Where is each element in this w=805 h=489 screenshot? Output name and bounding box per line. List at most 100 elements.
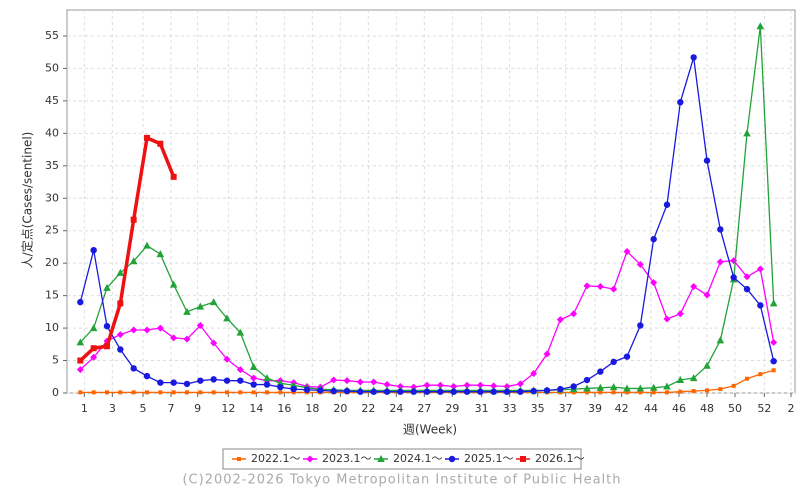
point (585, 390, 589, 395)
point (145, 390, 149, 395)
point (170, 334, 178, 342)
point (423, 388, 431, 395)
point (158, 390, 163, 395)
point (89, 324, 98, 332)
point (343, 387, 351, 395)
point (289, 381, 298, 389)
point (90, 345, 97, 352)
point (303, 386, 311, 393)
point (503, 388, 511, 395)
y-tick-label: 45 (45, 94, 59, 107)
point (490, 388, 497, 395)
point (650, 235, 657, 243)
point (251, 390, 256, 395)
point (196, 321, 204, 329)
x-tick-label: 16 (277, 402, 291, 415)
point (291, 390, 296, 395)
point (745, 376, 749, 381)
point (756, 22, 765, 30)
point (91, 390, 96, 395)
point (583, 376, 591, 384)
point (583, 282, 591, 290)
point (705, 388, 709, 393)
point (571, 390, 576, 395)
point (448, 455, 456, 463)
footer: (C)2002-2026 Tokyo Metropolitan Institut… (182, 473, 621, 488)
plot-area (66, 9, 796, 394)
x-tick-label: 33 (503, 402, 517, 415)
point (703, 157, 711, 164)
point (543, 387, 551, 394)
legend-label: 2025.1～ (464, 452, 514, 465)
point (463, 388, 471, 395)
point (530, 387, 537, 395)
point (130, 326, 138, 334)
y-tick-label: 30 (45, 191, 59, 204)
point (105, 390, 109, 395)
point (520, 456, 526, 462)
x-tick-label: 46 (672, 402, 686, 415)
point (117, 346, 124, 353)
x-tick-label: 42 (615, 402, 629, 415)
point (370, 378, 378, 386)
point (143, 372, 151, 380)
point (556, 316, 564, 324)
point (463, 381, 471, 389)
point (170, 379, 177, 386)
legend-label: 2024.1～ (393, 452, 443, 465)
point (636, 260, 644, 268)
point (277, 383, 284, 391)
x-tick-label: 3 (109, 402, 116, 415)
point (611, 390, 616, 395)
point (130, 216, 137, 223)
point (223, 377, 231, 384)
point (610, 285, 618, 293)
point (317, 387, 324, 394)
point (543, 350, 551, 358)
y-tick-label: 55 (45, 29, 59, 42)
x-tick-label: 29 (445, 402, 459, 415)
point (557, 385, 564, 393)
point (250, 374, 258, 382)
point (104, 343, 110, 350)
point (437, 388, 444, 395)
point (377, 455, 385, 462)
point (76, 366, 84, 374)
point (169, 280, 178, 288)
point (450, 388, 457, 395)
y-tick-label: 10 (45, 321, 59, 334)
x-tick-label: 27 (417, 402, 431, 415)
y-tick-label: 40 (45, 126, 59, 139)
y-tick-label: 50 (45, 61, 59, 74)
point (370, 388, 377, 395)
point (343, 377, 351, 385)
y-tick-label: 20 (45, 256, 59, 269)
point (157, 140, 164, 147)
point (665, 390, 669, 395)
x-tick-label: 5 (140, 402, 147, 415)
point (436, 381, 444, 389)
point (623, 384, 631, 392)
y-tick-label: 15 (45, 289, 59, 302)
point (238, 390, 243, 395)
point (330, 387, 337, 395)
point (649, 383, 658, 391)
point (171, 390, 176, 395)
point (609, 383, 618, 391)
point (183, 380, 191, 388)
x-tick-label: 31 (475, 402, 489, 415)
legend-box (222, 448, 582, 470)
point (278, 390, 283, 395)
point (691, 389, 696, 394)
point (770, 357, 777, 365)
x-tick-label: 22 (361, 402, 375, 415)
point (637, 322, 644, 329)
y-tick-label: 25 (45, 224, 59, 237)
point (144, 134, 150, 141)
point (129, 257, 138, 265)
x-tick-label: 18 (305, 402, 319, 415)
point (183, 307, 191, 315)
y-axis-label: 人/定点(Cases/sentinel) (20, 132, 35, 269)
point (716, 258, 724, 266)
